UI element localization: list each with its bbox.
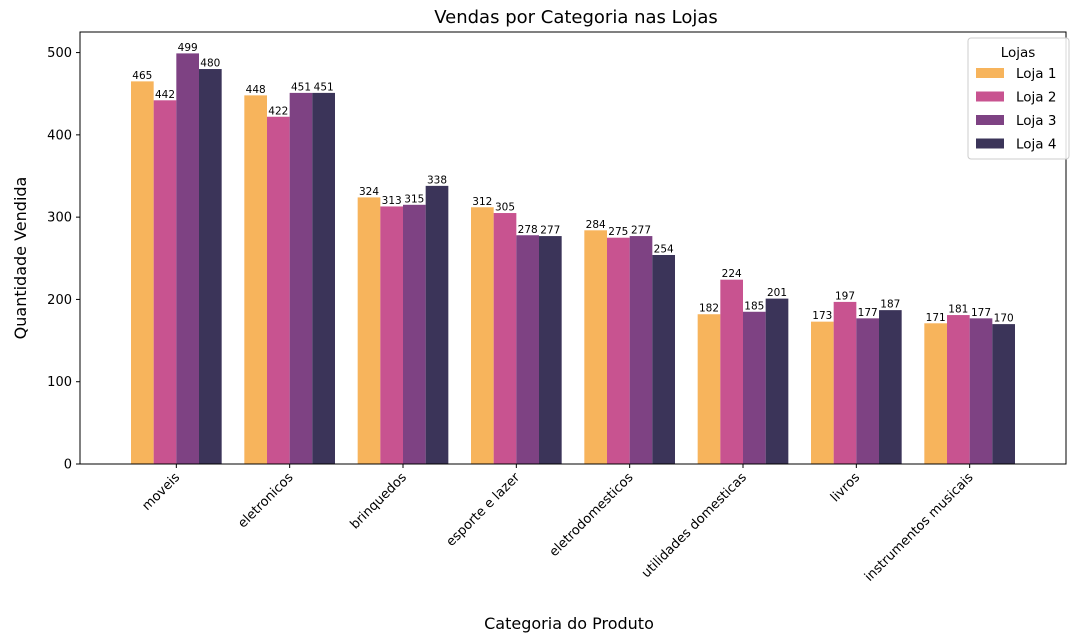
bar-loja-2-7 bbox=[833, 301, 857, 464]
x-tick-label: eletronicos bbox=[235, 470, 296, 531]
x-tick-label: instrumentos musicais bbox=[862, 470, 977, 585]
chart-title: Vendas por Categoria nas Lojas bbox=[434, 7, 718, 28]
y-tick-label: 500 bbox=[47, 46, 72, 61]
bar-loja-1-1 bbox=[131, 81, 154, 465]
bar-value-label: 465 bbox=[132, 70, 152, 82]
y-tick-label: 400 bbox=[47, 128, 72, 143]
bar-value-label: 173 bbox=[812, 310, 832, 322]
bar-loja-4-6 bbox=[765, 298, 789, 464]
bar-loja-4-4 bbox=[539, 236, 562, 464]
bar-value-label: 254 bbox=[654, 243, 674, 255]
bar-value-label: 187 bbox=[880, 299, 900, 311]
bar-loja-3-6 bbox=[743, 311, 766, 464]
bar-value-label: 480 bbox=[200, 58, 220, 70]
plot-frame bbox=[79, 31, 1067, 465]
bar-loja-3-1 bbox=[176, 53, 199, 464]
y-tick-label: 200 bbox=[47, 293, 72, 308]
y-tick-label: 300 bbox=[47, 211, 72, 226]
bar-loja-1-3 bbox=[357, 197, 381, 464]
bar-loja-1-8 bbox=[924, 323, 947, 464]
x-tick-label: utilidades domesticas bbox=[639, 470, 750, 581]
legend-title: Lojas bbox=[1001, 45, 1036, 61]
bar-value-label: 305 bbox=[495, 202, 515, 214]
legend-label-1: Loja 1 bbox=[1016, 66, 1056, 82]
bar-loja-2-6 bbox=[720, 279, 743, 464]
bar-value-label: 284 bbox=[586, 219, 606, 231]
bar-loja-2-3 bbox=[380, 206, 403, 464]
bar-value-label: 182 bbox=[699, 303, 719, 315]
bar-loja-4-3 bbox=[425, 185, 449, 464]
bar-loja-1-4 bbox=[471, 207, 494, 464]
bar-loja-4-1 bbox=[199, 69, 222, 464]
legend-label-3: Loja 3 bbox=[1016, 113, 1056, 129]
bar-value-label: 312 bbox=[472, 196, 492, 208]
bar-loja-3-4 bbox=[516, 235, 539, 464]
bar-value-label: 422 bbox=[268, 105, 288, 117]
bar-value-label: 197 bbox=[835, 290, 855, 302]
bar-loja-3-7 bbox=[856, 318, 879, 464]
bar-loja-2-8 bbox=[947, 315, 970, 464]
bar-value-label: 177 bbox=[971, 307, 991, 319]
legend-swatch-4 bbox=[976, 138, 1004, 149]
y-axis: 0 100 200 300 400 500 bbox=[47, 46, 80, 473]
bar-value-label: 181 bbox=[948, 304, 968, 316]
bar-value-label: 451 bbox=[291, 81, 311, 93]
bar-loja-4-2 bbox=[312, 92, 335, 464]
bar-value-label: 171 bbox=[926, 312, 946, 324]
bar-loja-4-8 bbox=[992, 324, 1015, 464]
bar-value-label: 185 bbox=[744, 300, 764, 312]
legend-label-4: Loja 4 bbox=[1016, 137, 1056, 153]
y-tick-label: 100 bbox=[47, 375, 72, 390]
bar-loja-2-5 bbox=[607, 237, 630, 464]
y-tick-label: 0 bbox=[64, 458, 72, 473]
bar-loja-1-7 bbox=[811, 321, 834, 464]
x-axis-title: Categoria do Produto bbox=[484, 614, 654, 633]
bar-value-label: 201 bbox=[767, 287, 787, 299]
bar-value-label: 315 bbox=[404, 193, 424, 205]
bar-value-label: 177 bbox=[858, 307, 878, 319]
bar-loja-1-5 bbox=[584, 230, 607, 464]
bar-value-label: 451 bbox=[314, 81, 334, 93]
bar-loja-1-2 bbox=[244, 95, 267, 465]
bar-value-label: 442 bbox=[155, 89, 175, 101]
y-axis-title: Quantidade Vendida bbox=[11, 177, 30, 340]
bar-loja-3-3 bbox=[403, 204, 426, 465]
bar-value-label: 277 bbox=[631, 225, 651, 237]
bar-value-label: 499 bbox=[178, 42, 198, 54]
bar-value-label: 277 bbox=[540, 225, 560, 237]
bar-loja-3-8 bbox=[969, 318, 993, 464]
legend-label-2: Loja 2 bbox=[1016, 90, 1056, 106]
x-tick-label: brinquedos bbox=[348, 470, 410, 532]
bar-loja-4-7 bbox=[879, 310, 902, 464]
bar-loja-3-2 bbox=[289, 92, 313, 464]
bar-loja-2-1 bbox=[153, 100, 177, 465]
legend-swatch-1 bbox=[976, 68, 1004, 78]
x-tick-label: esporte e lazer bbox=[444, 470, 524, 550]
bar-loja-4-5 bbox=[652, 254, 675, 464]
bar-value-label: 313 bbox=[382, 195, 402, 207]
legend: Lojas Loja 1 Loja 2 Loja 3 Loja 4 bbox=[967, 37, 1070, 160]
bar-loja-1-6 bbox=[697, 314, 721, 464]
legend-swatch-2 bbox=[976, 91, 1004, 102]
legend-swatch-3 bbox=[976, 115, 1004, 125]
bar-value-label: 338 bbox=[427, 174, 447, 186]
bar-loja-2-2 bbox=[267, 116, 290, 464]
bar-loja-3-5 bbox=[629, 236, 653, 464]
bar-value-label: 448 bbox=[246, 84, 266, 96]
x-axis: moveis eletronicos brinquedos esporte e laz… bbox=[140, 464, 977, 585]
bar-value-label: 224 bbox=[722, 268, 742, 280]
bar-value-label: 278 bbox=[518, 224, 538, 236]
bar-loja-2-4 bbox=[493, 213, 517, 464]
bar-value-label: 170 bbox=[994, 313, 1014, 325]
x-tick-label: livros bbox=[828, 470, 863, 505]
bars-layer bbox=[131, 53, 1015, 465]
bar-value-label: 275 bbox=[608, 226, 628, 238]
x-tick-label: eletrodomesticos bbox=[547, 470, 637, 560]
x-tick-label: moveis bbox=[140, 470, 184, 514]
bar-value-label: 324 bbox=[359, 186, 379, 198]
